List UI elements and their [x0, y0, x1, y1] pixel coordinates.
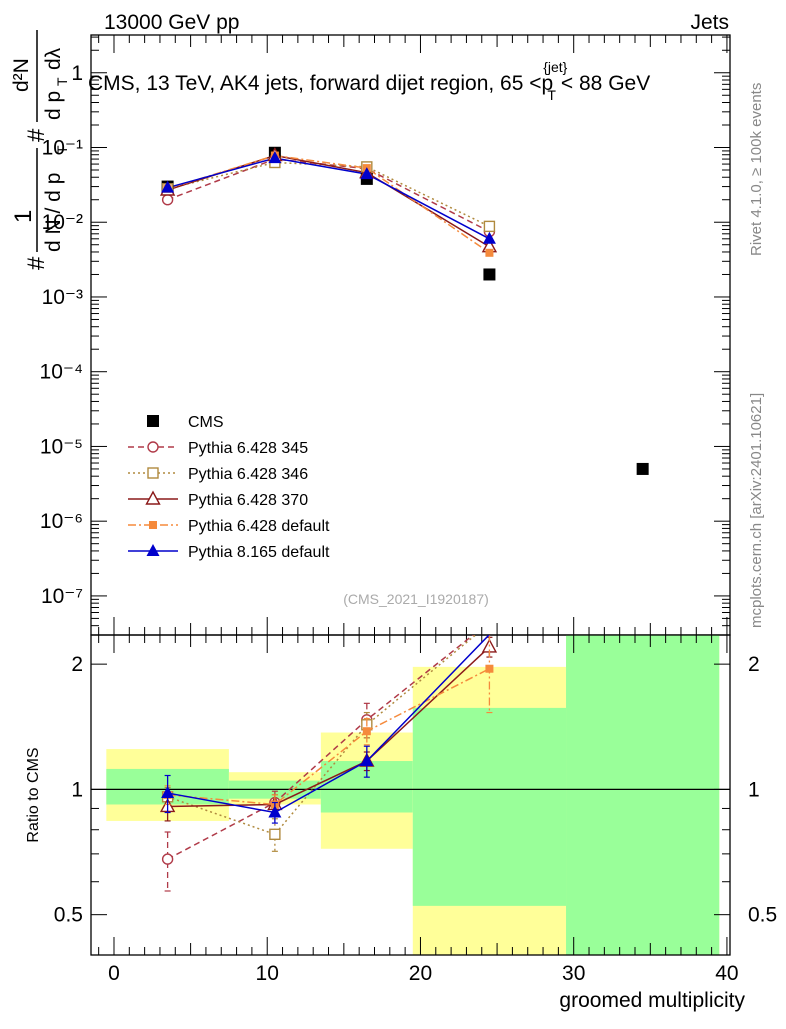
main-point-0-3: [483, 268, 496, 281]
header-right: Jets: [690, 11, 729, 34]
ratio-ytick-label-right: 1: [748, 778, 760, 801]
ylabel-one: 1: [10, 210, 37, 223]
ratio-point-4-0: [161, 786, 175, 799]
main-series-line-1: [167, 158, 490, 233]
ratio-point-1-1: [269, 828, 281, 841]
legend-marker-4: [149, 521, 157, 529]
ratio-xtick-label: 0: [108, 962, 120, 985]
legend-marker-0: [147, 415, 159, 427]
ratio-ytick-label-left: 0.5: [54, 904, 83, 927]
main-point-0-4: [636, 462, 649, 475]
rivet-label: Rivet 4.1.0, ≥ 100k events: [748, 83, 765, 256]
main-series-4: [167, 154, 490, 254]
header-left: 13000 GeV pp: [104, 11, 239, 34]
legend-marker-1: [147, 441, 159, 453]
main-ytick-label: 10⁻²: [42, 211, 83, 234]
main-point-2-3: [483, 220, 496, 233]
main-point-4-3: [485, 248, 494, 257]
ratio-xtick-label: 40: [715, 962, 738, 985]
ratio-series-line-3: [167, 668, 490, 806]
ratio-ytick-label-left: 1: [71, 778, 83, 801]
ylabel-dn-dpt: d N / d p: [42, 173, 65, 252]
ylabel-hash-1: #: [23, 256, 50, 270]
main-ytick-label: 10⁻¹: [42, 136, 83, 159]
main-panel: 1 10⁻¹ 10⁻² 10⁻³ 10⁻⁴ 10⁻⁵ 10⁻⁶ 10⁻⁷: [40, 34, 731, 636]
ratio-xlabel: groomed multiplicity: [559, 989, 745, 1012]
ratio-ytick-label-right: 0.5: [748, 904, 777, 927]
ratio-series-line-4: [167, 635, 491, 814]
ylabel-dp: d p: [42, 91, 65, 120]
legend-marker-3: [145, 490, 161, 505]
ratio-point-3-2: [362, 727, 371, 736]
title-sub: T: [547, 87, 556, 103]
ratio-ylabel: Ratio to CMS: [25, 747, 42, 842]
title-pre: CMS, 13 TeV, AK4 jets, forward dijet reg…: [88, 72, 553, 95]
legend: CMS Pythia 6.428 345 Pythia 6.428 346 Pythi…: [128, 414, 330, 561]
main-ytick-label: 10⁻⁵: [40, 435, 83, 458]
main-series-line-4: [167, 154, 490, 254]
main-series-line-3: [167, 154, 490, 248]
ratio-series-line-1: [167, 635, 477, 836]
ratio-panel: 0 10 20 30 40 0.5 0.5 1 1 2 2: [54, 634, 777, 985]
ratio-series-line-0: [167, 635, 475, 860]
ratio-point-4-2: [360, 754, 374, 767]
ylabel-d2n: d²N: [10, 58, 33, 92]
main-ytick-label: 10⁻⁶: [40, 510, 83, 533]
legend-label-1: Pythia 6.428 345: [188, 440, 308, 457]
mcplots-label: mcplots.cern.ch [arXiv:2401.10621]: [748, 393, 765, 628]
main-series-5: [167, 157, 490, 240]
legend-label-0: CMS: [188, 414, 224, 431]
title-sup: {jet}: [543, 59, 567, 75]
main-ytick-label: 1: [71, 62, 83, 85]
legend-marker-2: [147, 467, 159, 479]
ratio-ytick-label-left: 2: [71, 653, 83, 676]
green-band-3: [412, 707, 567, 906]
main-ylabel: # 1 d N / d p T # d²N d p T dλ: [10, 30, 70, 270]
main-title: CMS, 13 TeV, AK4 jets, forward dijet reg…: [88, 59, 650, 103]
legend-label-4: Pythia 6.428 default: [188, 518, 330, 535]
ratio-xtick-label: 20: [409, 962, 432, 985]
ratio-point-4-1: [268, 805, 282, 818]
ratio-frame: [90, 634, 731, 956]
main-ytick-label: 10⁻³: [42, 286, 83, 309]
main-series-3: [167, 154, 490, 248]
legend-marker-5: [146, 544, 160, 556]
ratio-point-3-3: [485, 664, 494, 673]
main-point-5-1: [268, 151, 282, 164]
main-ytick-label: 10⁻⁷: [41, 585, 83, 608]
ratio-xtick-label: 30: [562, 962, 585, 985]
analysis-watermark: (CMS_2021_I1920187): [343, 591, 489, 607]
ratio-point-0-0: [161, 853, 174, 865]
legend-label-3: Pythia 6.428 370: [188, 492, 308, 509]
legend-label-5: Pythia 8.165 default: [188, 544, 330, 561]
ratio-xtick-label: 10: [256, 962, 279, 985]
ylabel-dlambda: dλ: [42, 47, 65, 70]
main-point-5-0: [161, 180, 175, 193]
main-frame: [90, 34, 731, 636]
ratio-series-4: [161, 635, 491, 824]
ylabel-t-1: T: [54, 145, 70, 154]
main-series-1: [167, 158, 490, 233]
ylabel-hash-2: #: [23, 128, 50, 142]
main-point-5-3: [482, 231, 496, 244]
ylabel-t-2: T: [54, 77, 70, 86]
ratio-series-line-2: [167, 646, 490, 808]
green-band-4: [566, 635, 720, 955]
title-post: < 88 GeV: [561, 72, 650, 95]
main-series-line-5: [167, 157, 490, 240]
main-point-5-2: [360, 167, 374, 180]
main-ytick-label: 10⁻⁴: [40, 361, 83, 384]
legend-label-2: Pythia 6.428 346: [188, 466, 308, 483]
main-point-1-0: [161, 194, 174, 206]
ratio-ytick-label-right: 2: [748, 653, 760, 676]
